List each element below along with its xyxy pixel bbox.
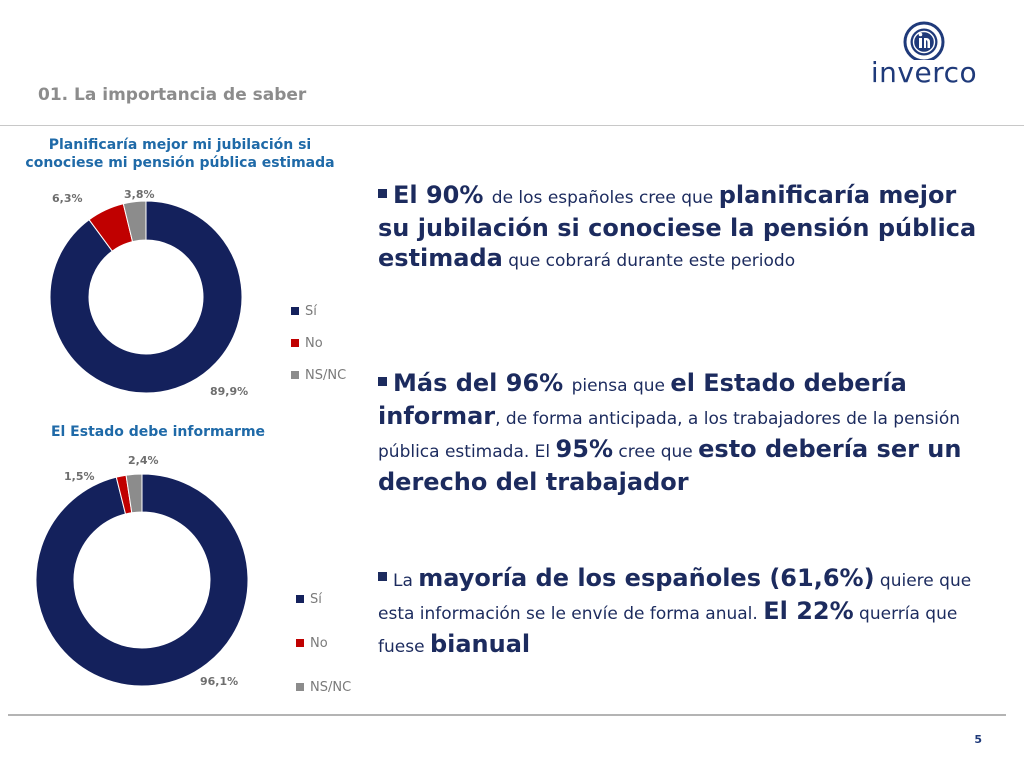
bullet-text-run: mayoría de los españoles (61,6%) — [418, 564, 875, 592]
legend-swatch-nsnc — [296, 682, 304, 691]
legend-label-nsnc: NS/NC — [305, 368, 347, 383]
chart-1-title-line-1: Planificaría mejor mi jubilación si — [48, 137, 312, 153]
bullet-text-run: de los españoles cree que — [491, 188, 719, 208]
legend-label-si: Sí — [310, 592, 322, 607]
page-number: 5 — [974, 733, 982, 746]
bullet-text-run: querría que fuese — [378, 604, 958, 657]
data-label-nsnc: 3,8% — [124, 188, 155, 201]
bullet-text-run: planificaría mejor su jubilación si cono… — [378, 181, 977, 272]
chart-1-donut: 89,9% 6,3% 3,8% — [49, 188, 248, 398]
inverco-emblem-icon — [903, 21, 945, 60]
section-title: 01. La importancia de saber — [38, 85, 307, 105]
donut-slice-nsnc — [122, 200, 147, 243]
chart-2-donut: 96,1% 1,5% 2,4% — [35, 454, 249, 688]
bullet-text-run: quiere que esta información se le envíe … — [378, 571, 972, 624]
bullet-text-run: cree que — [613, 442, 699, 462]
chart-1-title-line-2: conociese mi pensión pública estimada — [25, 155, 335, 171]
legend-swatch-si — [296, 594, 304, 603]
bullet-text-run: El 22% — [763, 597, 854, 625]
brand-wordmark: inverco — [870, 56, 978, 89]
legend-item-si: Sí — [291, 304, 317, 319]
bullet-text-run: piensa que — [571, 376, 671, 396]
chart-2-title-line-1: El Estado debe informarme — [50, 424, 266, 440]
inverco-logo: inverco — [868, 20, 980, 90]
bullet-marker-icon — [378, 572, 387, 581]
bullet-text-run: , de forma anticipada, a los trabajadore… — [378, 409, 961, 462]
legend-item-nsnc: NS/NC — [291, 368, 346, 383]
chart-2-legend: Sí No NS/NC — [296, 592, 376, 702]
header-divider — [0, 125, 1024, 126]
donut-slice-si — [35, 473, 249, 687]
chart-1-title: Planificaría mejor mi jubilación si cono… — [2, 136, 358, 172]
bullet-3: La mayoría de los españoles (61,6%) quie… — [378, 563, 978, 662]
footer-divider — [8, 714, 1006, 716]
bullet-text-run: La — [393, 571, 419, 591]
bullet-marker-icon — [378, 189, 387, 198]
legend-swatch-no — [291, 338, 299, 347]
bullet-text-run: bianual — [429, 630, 531, 658]
bullet-text-run: esto debería ser un derecho del trabajad… — [378, 435, 962, 496]
bullet-text-run: Más del 96% — [393, 369, 572, 397]
data-label-nsnc: 2,4% — [128, 454, 159, 467]
legend-swatch-si — [291, 306, 299, 315]
bullet-text-run: 95% — [555, 435, 613, 463]
legend-label-no: No — [305, 336, 323, 351]
legend-label-nsnc: NS/NC — [310, 680, 352, 695]
data-label-si: 89,9% — [210, 385, 248, 398]
bullet-marker-icon — [378, 377, 387, 386]
legend-label-si: Sí — [305, 304, 317, 319]
data-label-no: 6,3% — [52, 192, 83, 205]
bullet-1: El 90% de los españoles cree que planifi… — [378, 180, 978, 276]
data-label-no: 1,5% — [64, 470, 95, 483]
chart-1-legend: Sí No NS/NC — [291, 304, 371, 394]
legend-swatch-nsnc — [291, 370, 299, 379]
legend-item-no: No — [296, 636, 328, 651]
data-label-si: 96,1% — [200, 675, 238, 688]
donut-slice-nsnc — [125, 473, 143, 514]
bullet-text-run: que cobrará durante este periodo — [502, 251, 796, 271]
legend-item-si: Sí — [296, 592, 322, 607]
bullet-text-run: el Estado debería informar — [378, 369, 907, 430]
donut-slice-si — [49, 200, 243, 394]
legend-label-no: No — [310, 636, 328, 651]
chart-2-title: El Estado debe informarme — [2, 423, 314, 441]
bullet-2: Más del 96% piensa que el Estado debería… — [378, 368, 978, 497]
legend-item-no: No — [291, 336, 323, 351]
bullet-text-run: El 90% — [393, 181, 492, 209]
legend-item-nsnc: NS/NC — [296, 680, 351, 695]
legend-swatch-no — [296, 638, 304, 647]
